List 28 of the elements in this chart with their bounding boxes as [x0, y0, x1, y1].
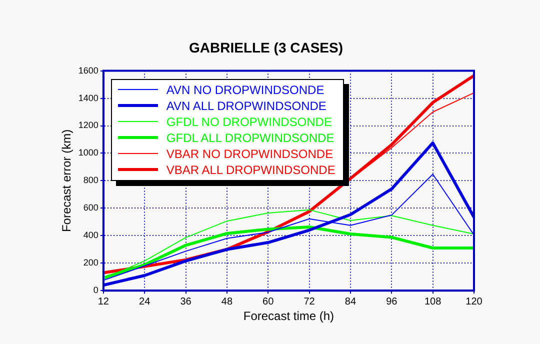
y-axis-title: Forecast error (km): [60, 129, 74, 232]
y-tick-label: 1600: [78, 65, 98, 76]
legend-label: AVN NO DROPWINDSONDE: [166, 82, 324, 98]
y-tick-label: 600: [83, 202, 98, 213]
legend-label: GFDL ALL DROPWINDSONDE: [166, 130, 334, 146]
x-tick-label: 72: [304, 296, 316, 308]
x-tick-label: 120: [466, 296, 483, 308]
y-tick-label: 1400: [78, 92, 98, 103]
x-tick-label: 36: [180, 296, 192, 308]
y-tick-label: 800: [83, 175, 98, 186]
y-tick-label: 1200: [78, 120, 98, 130]
legend-label: GFDL NO DROPWINDSONDE: [166, 114, 332, 130]
x-tick-label: 108: [424, 296, 442, 308]
legend-label: AVN ALL DROPWINDSONDE: [166, 98, 326, 114]
y-tick-label: 400: [83, 230, 98, 240]
x-tick-label: 84: [344, 296, 356, 308]
x-tick-label: 60: [262, 296, 274, 308]
x-tick-label: 48: [221, 296, 233, 308]
x-tick-label: 24: [139, 296, 151, 308]
y-tick-label: 1000: [78, 148, 98, 158]
chart-title: GABRIELLE (3 CASES): [188, 39, 344, 56]
x-tick-label: 96: [386, 296, 398, 308]
x-tick-label: 12: [98, 296, 110, 308]
legend-label: VBAR ALL DROPWINDSONDE: [166, 162, 336, 178]
y-tick-label: 200: [83, 258, 98, 268]
x-axis-title: Forecast time (h): [243, 309, 334, 324]
y-tick-label: 0: [93, 285, 98, 296]
legend-label: VBAR NO DROPWINDSONDE: [166, 146, 334, 162]
